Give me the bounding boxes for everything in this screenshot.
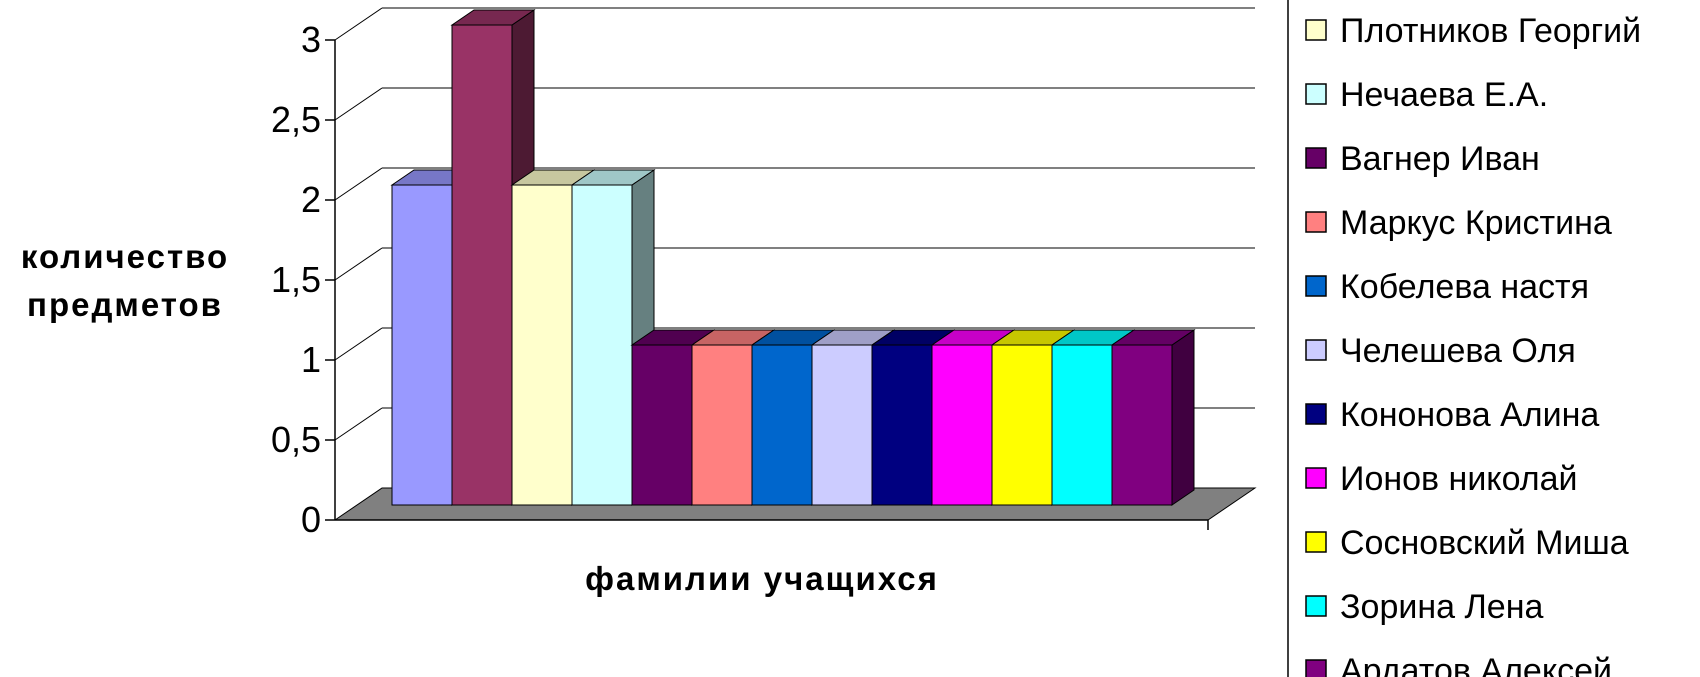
- x-axis-title: фамилии учащихся: [585, 560, 939, 597]
- legend-label: Маркус Кристина: [1340, 204, 1612, 242]
- legend-swatch: [1305, 531, 1327, 553]
- legend-item: Ардатов Алексей: [1305, 652, 1612, 677]
- legend-item: Сосновский Миша: [1305, 524, 1629, 562]
- legend-swatch: [1305, 211, 1327, 233]
- bar-front: [451, 24, 513, 506]
- legend-item: Маркус Кристина: [1305, 204, 1612, 242]
- legend-label: Кобелева настя: [1340, 268, 1589, 306]
- bar-front: [811, 344, 873, 506]
- y-tick-label: 1: [301, 339, 321, 380]
- bar-front: [571, 184, 633, 506]
- legend-swatch: [1305, 595, 1327, 617]
- legend-item: Вагнер Иван: [1305, 140, 1540, 178]
- legend-label: Зорина Лена: [1340, 588, 1543, 626]
- legend-label: Челешева Оля: [1340, 332, 1576, 370]
- legend-label: Нечаева Е.А.: [1340, 76, 1548, 114]
- bar-front: [631, 344, 693, 506]
- legend-swatch: [1305, 19, 1327, 41]
- side-wall-line: [334, 167, 383, 201]
- side-wall-line: [334, 87, 383, 121]
- bar-front: [1051, 344, 1113, 506]
- legend-label: Вагнер Иван: [1340, 140, 1540, 178]
- legend-swatch: [1305, 467, 1327, 489]
- y-axis-title: количество предметов: [21, 238, 229, 323]
- bar-front: [991, 344, 1053, 506]
- bar-front: [511, 184, 573, 506]
- bar: [1110, 329, 1196, 506]
- y-tick-label: 2,5: [271, 99, 321, 140]
- legend-swatch: [1305, 403, 1327, 425]
- bar-front: [691, 344, 753, 506]
- side-wall-line: [334, 247, 383, 281]
- legend-item: Кононова Алина: [1305, 396, 1599, 434]
- side-wall-line: [334, 7, 383, 41]
- bar-side: [1171, 329, 1195, 506]
- legend-item: Плотников Георгий: [1305, 12, 1641, 50]
- y-tick-label: 1,5: [271, 259, 321, 300]
- legend-label: Плотников Георгий: [1340, 12, 1641, 50]
- legend-label: Ионов николай: [1340, 460, 1577, 498]
- side-wall-line: [334, 407, 383, 441]
- legend-label: Ардатов Алексей: [1340, 652, 1612, 677]
- bar-front: [1111, 344, 1173, 506]
- bar-front: [391, 184, 453, 506]
- legend-swatch: [1305, 275, 1327, 297]
- bar-front: [751, 344, 813, 506]
- legend-label: Кононова Алина: [1340, 396, 1599, 434]
- legend: Плотников Георгий Нечаева Е.А. Вагнер Иван…: [1287, 0, 1641, 677]
- side-wall-line: [334, 327, 383, 361]
- legend-item: Нечаева Е.А.: [1305, 76, 1548, 114]
- legend-item: Зорина Лена: [1305, 588, 1543, 626]
- y-axis-title-line: предметов: [27, 286, 223, 323]
- bar-front: [871, 344, 933, 506]
- legend-swatch: [1305, 83, 1327, 105]
- legend-item: Кобелева настя: [1305, 268, 1589, 306]
- legend-swatch: [1305, 147, 1327, 169]
- y-tick-label: 0,5: [271, 419, 321, 460]
- legend-item: Ионов николай: [1305, 460, 1577, 498]
- legend-item: Челешева Оля: [1305, 332, 1576, 370]
- bar-front: [931, 344, 993, 506]
- legend-swatch: [1305, 339, 1327, 361]
- legend-label: Сосновский Миша: [1340, 524, 1629, 562]
- y-axis-title-line: количество: [21, 238, 229, 275]
- y-tick-label: 0: [301, 499, 321, 540]
- y-tick-label: 3: [301, 19, 321, 60]
- legend-swatch: [1305, 659, 1327, 677]
- y-tick-label: 2: [301, 179, 321, 220]
